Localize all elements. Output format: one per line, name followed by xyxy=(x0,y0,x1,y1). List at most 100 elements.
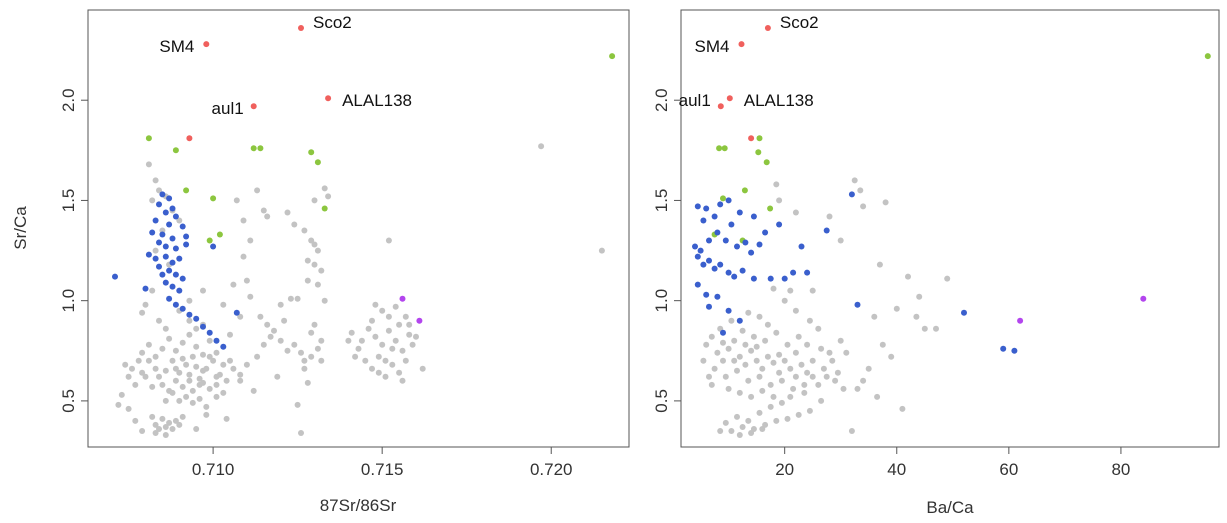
gray-data-point xyxy=(389,345,396,352)
blue-data-point xyxy=(179,305,186,312)
gray-data-point xyxy=(179,355,186,362)
gray-data-point xyxy=(700,357,707,364)
red-data-point xyxy=(325,95,332,102)
blue-data-point xyxy=(762,229,769,236)
gray-data-point xyxy=(396,321,403,328)
gray-data-point xyxy=(149,197,156,204)
gray-data-point xyxy=(787,393,794,400)
gray-data-point xyxy=(179,339,186,346)
gray-data-point xyxy=(372,333,379,340)
gray-data-point xyxy=(230,365,237,372)
green-data-point xyxy=(308,149,315,156)
gray-data-point xyxy=(220,361,227,368)
blue-data-point xyxy=(717,201,724,208)
x-tick-label: 60 xyxy=(999,460,1018,479)
gray-data-point xyxy=(169,389,176,396)
blue-data-point xyxy=(166,295,173,302)
gray-data-point xyxy=(264,321,271,328)
gray-data-point xyxy=(756,409,763,416)
gray-data-point xyxy=(818,397,825,404)
blue-data-point xyxy=(159,271,166,278)
gray-data-point xyxy=(365,325,372,332)
gray-data-point xyxy=(876,261,883,268)
blue-data-point xyxy=(206,329,213,336)
red-data-point xyxy=(203,41,210,48)
blue-data-point xyxy=(159,231,166,238)
gray-data-point xyxy=(736,432,743,438)
gray-data-point xyxy=(905,273,911,280)
gray-data-point xyxy=(186,297,193,304)
gray-data-point xyxy=(311,241,318,248)
gray-data-point xyxy=(837,337,844,344)
gray-data-point xyxy=(784,415,791,422)
gray-data-point xyxy=(792,373,799,380)
green-data-point xyxy=(721,145,728,152)
gray-data-point xyxy=(186,317,193,324)
x-tick-label: 20 xyxy=(775,460,794,479)
blue-data-point xyxy=(210,243,217,250)
gray-data-point xyxy=(913,313,920,320)
blue-data-point xyxy=(714,293,721,300)
red-data-point xyxy=(764,25,771,31)
gray-data-point xyxy=(714,349,721,356)
x-tick-label: 80 xyxy=(1111,460,1130,479)
gray-data-point xyxy=(308,329,315,336)
blue-data-point xyxy=(742,239,749,246)
blue-data-point xyxy=(112,273,118,280)
gray-data-point xyxy=(837,237,844,244)
gray-data-point xyxy=(129,365,135,372)
gray-data-point xyxy=(739,424,746,430)
gray-data-point xyxy=(172,417,179,424)
gray-data-point xyxy=(770,285,777,292)
gray-data-point xyxy=(348,329,355,336)
blue-data-point xyxy=(169,235,176,242)
gray-data-point xyxy=(196,395,203,402)
gray-data-point xyxy=(854,385,861,392)
blue-data-point xyxy=(162,253,169,260)
point-annotation-label: Sco2 xyxy=(313,13,352,32)
gray-data-point xyxy=(748,347,755,354)
gray-data-point xyxy=(196,375,203,382)
green-data-point xyxy=(172,147,179,154)
gray-data-point xyxy=(865,365,872,372)
gray-data-point xyxy=(776,351,783,358)
blue-data-point xyxy=(725,197,732,204)
gray-data-point xyxy=(834,369,841,376)
blue-data-point xyxy=(156,239,162,246)
gray-data-point xyxy=(809,373,816,380)
gray-data-point xyxy=(734,413,740,420)
gray-data-point xyxy=(152,365,159,372)
green-data-point xyxy=(767,205,774,212)
green-data-point xyxy=(741,187,748,194)
gray-data-point xyxy=(159,381,166,388)
gray-data-point xyxy=(355,345,362,352)
blue-data-point xyxy=(156,263,162,270)
gray-data-point xyxy=(882,199,889,206)
green-data-point xyxy=(755,149,762,156)
gray-data-point xyxy=(176,421,183,428)
blue-data-point xyxy=(694,203,701,210)
blue-data-point xyxy=(706,257,712,264)
gray-data-point xyxy=(193,343,200,350)
gray-data-point xyxy=(318,357,325,364)
gray-data-point xyxy=(298,430,304,436)
gray-data-point xyxy=(206,353,213,360)
gray-data-point xyxy=(753,357,760,364)
gray-data-point xyxy=(790,385,797,392)
blue-data-point xyxy=(700,217,707,224)
gray-data-point xyxy=(254,187,261,194)
green-data-point xyxy=(720,195,726,202)
gray-data-point xyxy=(321,297,328,304)
y-tick-label: 1.5 xyxy=(59,189,78,213)
blue-data-point xyxy=(172,301,179,308)
green-data-point xyxy=(756,135,763,142)
blue-data-point xyxy=(736,209,743,216)
gray-data-point xyxy=(213,349,220,356)
gray-data-point xyxy=(369,365,375,372)
y-tick-label: 1.0 xyxy=(59,289,78,313)
gray-data-point xyxy=(369,317,375,324)
gray-data-point xyxy=(804,369,811,376)
gray-data-point xyxy=(406,331,413,338)
y-tick-label: 1.5 xyxy=(652,189,671,213)
blue-data-point xyxy=(767,275,774,282)
